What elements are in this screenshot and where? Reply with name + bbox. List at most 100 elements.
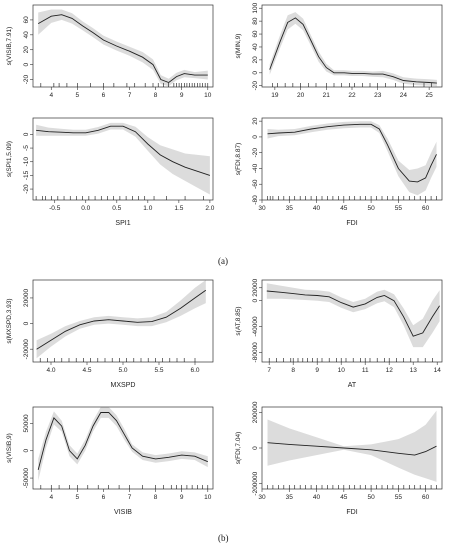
x-tick-label: 1.5 (174, 205, 183, 212)
y-tick-label: 100 (252, 2, 259, 13)
x-tick-label: 14 (434, 367, 442, 374)
y-tick-label: 40 (23, 31, 30, 39)
y-tick-label: 0 (23, 449, 30, 453)
x-tick-label: 60 (422, 494, 430, 501)
x-tick-label: 6 (102, 92, 106, 99)
x-tick-label: 50 (367, 494, 375, 501)
x-tick-label: 6.0 (190, 367, 199, 374)
y-axis-label: s(FDI,8.87) (235, 143, 242, 176)
y-tick-label: -20 (23, 74, 30, 84)
x-axis-label: VISIB (114, 509, 132, 516)
x-tick-label: 12 (386, 367, 394, 374)
confidence-band (38, 407, 208, 481)
panel-a2: 19 20 21 22 23 24 25 -20 0 20 40 60 80 100 s(MIN,9) (235, 2, 443, 99)
x-tick-label: 4.0 (46, 367, 55, 374)
y-tick-label: 20 (252, 56, 259, 64)
y-tick-label: -200000 (252, 471, 259, 495)
y-tick-label: 0 (23, 321, 30, 325)
panel-a4: 30 35 40 45 50 55 60 -80 -60 -40 -20 0 20 s(FDI,8.87)… (235, 117, 443, 227)
y-tick-label: -5 (23, 145, 30, 151)
x-tick-label: 30 (258, 205, 266, 212)
y-tick-label: -15 (23, 170, 30, 180)
y-tick-label: 80 (252, 17, 259, 25)
confidence-band (36, 122, 210, 195)
y-tick-label: 60 (252, 30, 259, 38)
x-tick-label: 9 (180, 494, 184, 501)
smooth-curve (36, 125, 211, 176)
y-tick-label: -20 (252, 148, 259, 158)
x-tick-label: 24 (400, 92, 408, 99)
x-tick-label: 4 (49, 92, 53, 99)
caption-b: (b) (218, 533, 229, 543)
y-tick-label: -80000 (252, 342, 259, 363)
y-tick-label: 0 (252, 135, 259, 139)
smooth-curve (267, 123, 437, 183)
confidence-band (36, 280, 206, 359)
panel-b3: 4 5 6 7 8 9 10 -50000 0 50000 s(VISIB,9) VISIB (6, 406, 214, 516)
y-tick-label: 0 (252, 71, 259, 75)
x-tick-label: 6 (102, 494, 106, 501)
x-tick-label: 50 (367, 205, 375, 212)
y-axis-label: s(VISIB,9) (6, 433, 13, 463)
x-tick-label: 55 (395, 205, 403, 212)
smooth-curve (37, 412, 208, 471)
caption-a: (a) (218, 256, 228, 266)
x-tick-label: 55 (395, 494, 403, 501)
x-tick-label: 8 (154, 92, 158, 99)
x-tick-label: 5.0 (118, 367, 127, 374)
y-tick-label: -50000 (23, 468, 30, 489)
x-tick-label: 45 (340, 205, 348, 212)
y-tick-label: 0 (23, 132, 30, 136)
y-tick-label: 40 (252, 43, 259, 51)
confidence-band (267, 121, 437, 196)
y-axis-label: s(SPI1,5.09) (6, 141, 13, 177)
x-tick-label: 7 (128, 494, 132, 501)
x-tick-label: -0.5 (49, 205, 61, 212)
x-tick-label: 8 (154, 494, 158, 501)
y-tick-label: -10 (23, 157, 30, 167)
x-tick-label: 5 (76, 494, 80, 501)
x-tick-label: 13 (410, 367, 418, 374)
x-tick-label: 30 (258, 494, 266, 501)
y-axis-label: s(MIN,9) (235, 34, 242, 59)
x-tick-label: 4 (49, 494, 53, 501)
x-tick-label: 7 (128, 92, 132, 99)
x-axis-label: FDI (346, 220, 357, 227)
smooth-curve (269, 17, 437, 84)
x-tick-label: 1.0 (143, 205, 152, 212)
smooth-curve (266, 290, 440, 337)
x-tick-label: 35 (286, 205, 294, 212)
x-tick-label: 8 (291, 367, 295, 374)
x-axis-label: AT (348, 382, 357, 389)
y-tick-label: 60 (23, 16, 30, 24)
x-tick-label: 25 (426, 92, 434, 99)
x-tick-label: 2.0 (205, 205, 214, 212)
panel-a1: 4 5 6 7 8 9 10 -20 0 20 40 60 s(VISIB,7.91) (6, 4, 214, 99)
plot-frame (32, 117, 214, 201)
y-tick-label: 0 (252, 446, 259, 450)
y-tick-label: -60 (252, 179, 259, 189)
y-axis-label: s(AT,8.85) (235, 306, 242, 335)
confidence-band (38, 9, 208, 87)
y-tick-label: 20000 (252, 278, 259, 296)
smooth-curve (267, 442, 437, 456)
panel-b4: 30 35 40 45 50 55 60 -200000 0 200000 s(FDI,7.04) F… (235, 401, 443, 516)
y-tick-label: 20000 (23, 289, 30, 307)
x-tick-label: 45 (340, 494, 348, 501)
x-tick-label: 35 (286, 494, 294, 501)
y-tick-label: 20 (23, 46, 30, 54)
y-tick-label: -20000 (23, 339, 30, 360)
y-tick-label: 200000 (252, 401, 259, 423)
x-tick-label: 19 (271, 92, 279, 99)
x-tick-label: 9 (180, 92, 184, 99)
y-tick-label: -80 (252, 195, 259, 205)
x-tick-label: 0.5 (112, 205, 121, 212)
x-tick-label: 5.5 (154, 367, 163, 374)
x-axis-label: FDI (346, 509, 357, 516)
x-tick-label: 10 (204, 494, 212, 501)
y-tick-label: 0 (23, 62, 30, 66)
plot-frame (32, 406, 214, 490)
x-tick-label: 60 (422, 205, 430, 212)
panel-b2: 7 8 9 10 11 12 13 14 -80000 -40000 0 20000 s(AT,8.85… (235, 278, 443, 389)
x-tick-label: 10 (204, 92, 212, 99)
